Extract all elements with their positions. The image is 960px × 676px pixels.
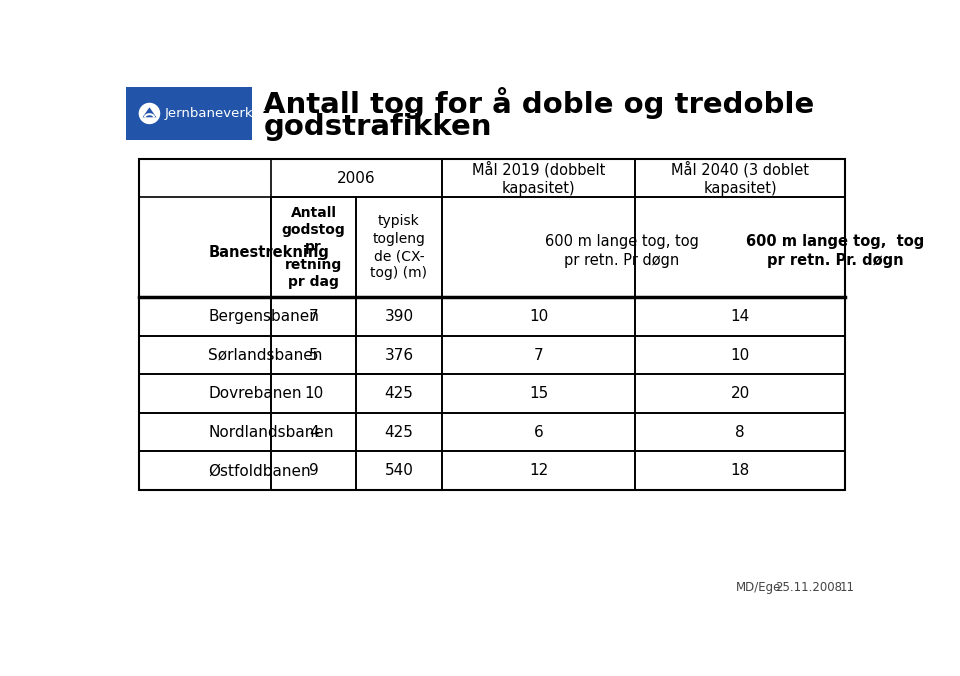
Bar bbox=[636, 159, 845, 197]
FancyBboxPatch shape bbox=[126, 87, 252, 140]
Text: Mål 2019 (dobbelt
kapasitet): Mål 2019 (dobbelt kapasitet) bbox=[471, 161, 605, 195]
Text: 9: 9 bbox=[309, 463, 319, 478]
Text: 15: 15 bbox=[529, 386, 548, 402]
Text: 10: 10 bbox=[529, 309, 548, 324]
Bar bbox=[442, 452, 636, 490]
Bar bbox=[356, 336, 442, 375]
Bar bbox=[139, 336, 271, 375]
Text: 14: 14 bbox=[731, 309, 750, 324]
Text: 10: 10 bbox=[731, 347, 750, 363]
Bar bbox=[139, 413, 271, 452]
Text: godstrafikken: godstrafikken bbox=[263, 112, 492, 141]
Bar bbox=[139, 452, 271, 490]
Text: Antall
godstog
pr
retning
pr dag: Antall godstog pr retning pr dag bbox=[282, 206, 346, 289]
Text: 8: 8 bbox=[735, 425, 745, 440]
Text: 7: 7 bbox=[534, 347, 543, 363]
Text: 12: 12 bbox=[529, 463, 548, 478]
Bar bbox=[271, 297, 356, 336]
Polygon shape bbox=[142, 107, 156, 118]
Text: 20: 20 bbox=[731, 386, 750, 402]
Bar bbox=[636, 375, 845, 413]
Text: 18: 18 bbox=[731, 463, 750, 478]
Bar bbox=[356, 452, 442, 490]
Bar bbox=[442, 159, 636, 197]
Text: Bergensbanen: Bergensbanen bbox=[208, 309, 320, 324]
Text: 600 m lange tog,  tog
pr retn. Pr. døgn: 600 m lange tog, tog pr retn. Pr. døgn bbox=[746, 235, 924, 268]
Text: 600 m lange tog, tog
pr retn. Pr døgn: 600 m lange tog, tog pr retn. Pr døgn bbox=[544, 235, 699, 268]
Text: 2006: 2006 bbox=[337, 170, 375, 186]
Text: 4: 4 bbox=[309, 425, 319, 440]
Text: Nordlandsbanen: Nordlandsbanen bbox=[208, 425, 334, 440]
Text: 7: 7 bbox=[309, 309, 319, 324]
Bar bbox=[356, 197, 442, 297]
Bar bbox=[139, 375, 271, 413]
Bar bbox=[139, 197, 271, 297]
Bar bbox=[356, 413, 442, 452]
Text: 11: 11 bbox=[839, 581, 854, 594]
Bar bbox=[442, 375, 636, 413]
Text: Dovrebanen: Dovrebanen bbox=[208, 386, 301, 402]
Text: Antall tog for å doble og tredoble: Antall tog for å doble og tredoble bbox=[263, 87, 815, 119]
Bar bbox=[636, 413, 845, 452]
Circle shape bbox=[139, 103, 159, 124]
Bar bbox=[271, 159, 442, 197]
Text: 425: 425 bbox=[385, 386, 414, 402]
Bar bbox=[271, 413, 356, 452]
Bar bbox=[356, 297, 442, 336]
Bar bbox=[271, 375, 356, 413]
Bar bbox=[271, 452, 356, 490]
Bar bbox=[442, 336, 636, 375]
Text: Jernbaneverket: Jernbaneverket bbox=[165, 107, 267, 120]
Bar bbox=[139, 297, 271, 336]
Bar bbox=[442, 413, 636, 452]
Text: Sørlandsbanen: Sørlandsbanen bbox=[208, 347, 323, 363]
Bar bbox=[636, 197, 845, 297]
Bar bbox=[139, 159, 845, 490]
Bar bbox=[636, 452, 845, 490]
Bar bbox=[271, 336, 356, 375]
Bar bbox=[636, 297, 845, 336]
Text: Banestrekning: Banestrekning bbox=[208, 245, 329, 260]
Text: 425: 425 bbox=[385, 425, 414, 440]
Text: typisk
togleng
de (CX-
tog) (m): typisk togleng de (CX- tog) (m) bbox=[371, 214, 427, 281]
Text: MD/Ege: MD/Ege bbox=[736, 581, 781, 594]
Text: 390: 390 bbox=[384, 309, 414, 324]
Bar bbox=[442, 197, 636, 297]
Bar bbox=[636, 336, 845, 375]
Text: 10: 10 bbox=[304, 386, 324, 402]
Bar bbox=[271, 197, 356, 297]
Text: 6: 6 bbox=[534, 425, 543, 440]
Text: Mål 2040 (3 doblet
kapasitet): Mål 2040 (3 doblet kapasitet) bbox=[671, 161, 809, 195]
Text: Østfoldbanen: Østfoldbanen bbox=[208, 463, 311, 478]
Bar bbox=[442, 297, 636, 336]
Bar bbox=[356, 375, 442, 413]
Text: 5: 5 bbox=[309, 347, 319, 363]
Text: 540: 540 bbox=[385, 463, 414, 478]
Text: 25.11.2008: 25.11.2008 bbox=[775, 581, 842, 594]
Text: 376: 376 bbox=[384, 347, 414, 363]
